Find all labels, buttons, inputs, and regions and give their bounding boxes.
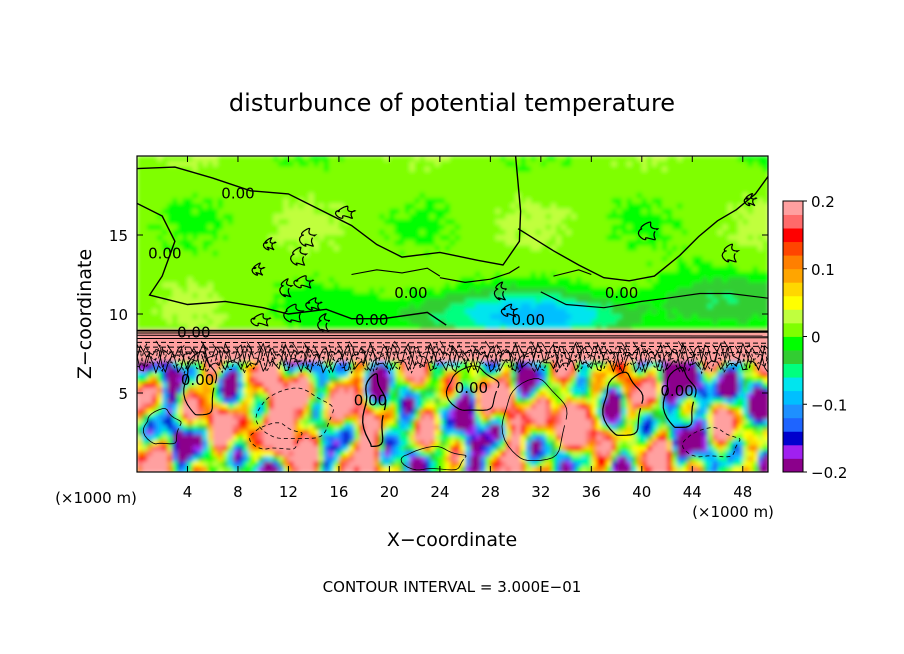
colorbar-segment bbox=[783, 363, 803, 378]
x-axis-label: X−coordinate bbox=[387, 529, 517, 551]
chart-title: disturbunce of potential temperature bbox=[229, 89, 675, 117]
contour-label: 0.00 bbox=[455, 379, 488, 397]
x-tick-label: 4 bbox=[183, 483, 193, 501]
contour-label: 0.00 bbox=[511, 311, 544, 329]
plot-area: 0.00 0.00 0.00 0.00 0.00 0.00 0.00 0.00 0.00 0.00… bbox=[137, 156, 768, 472]
colorbar-segment bbox=[783, 255, 803, 270]
colorbar-segment bbox=[783, 309, 803, 324]
colorbar-segment bbox=[783, 282, 803, 297]
colorbar-segment bbox=[783, 444, 803, 459]
colorbar-segment bbox=[783, 350, 803, 364]
contour-label: 0.00 bbox=[605, 284, 638, 302]
x-tick-label: 48 bbox=[733, 483, 752, 501]
colorbar-segment bbox=[783, 377, 803, 392]
colorbar-segment bbox=[783, 214, 803, 229]
contour-label: 0.00 bbox=[221, 185, 254, 203]
contour-label: 0.00 bbox=[355, 311, 388, 329]
colorbar-tick-label: −0.2 bbox=[811, 464, 847, 482]
x-tick-label: 16 bbox=[329, 483, 348, 501]
contour-label: 0.00 bbox=[354, 392, 387, 410]
colorbar-segment bbox=[783, 322, 803, 337]
colorbar-segment bbox=[783, 431, 803, 446]
potential-temperature-field bbox=[137, 156, 768, 472]
contour-label: 0.00 bbox=[394, 284, 427, 302]
x-tick-label: 28 bbox=[481, 483, 500, 501]
y-tick-label: 10 bbox=[109, 306, 128, 324]
contour-labels: 0.00 0.00 0.00 0.00 0.00 0.00 0.00 0.00 0.00 0.00… bbox=[148, 185, 694, 410]
colorbar-segment bbox=[783, 390, 803, 405]
contour-label: 0.00 bbox=[148, 245, 181, 263]
colorbar-segment bbox=[783, 295, 803, 310]
x-tick-label: 12 bbox=[279, 483, 298, 501]
colorbar-segment bbox=[783, 404, 803, 419]
x-tick-label: 36 bbox=[582, 483, 601, 501]
colorbar-segment bbox=[783, 228, 803, 243]
x-tick-label: 8 bbox=[233, 483, 243, 501]
y-axis-label: Z−coordinate bbox=[74, 249, 96, 379]
x-unit-label-left: (×1000 m) bbox=[55, 489, 137, 507]
colorbar-segment bbox=[783, 201, 803, 215]
x-tick-label: 32 bbox=[531, 483, 550, 501]
colorbar-tick-label: 0 bbox=[811, 329, 821, 347]
x-tick-label: 40 bbox=[632, 483, 651, 501]
x-unit-label-right: (×1000 m) bbox=[692, 503, 774, 521]
colorbar-tick-label: 0.2 bbox=[811, 193, 835, 211]
y-tick-label: 5 bbox=[118, 385, 128, 403]
colorbar-segment bbox=[783, 458, 803, 473]
x-tick-label: 24 bbox=[430, 483, 449, 501]
colorbar-segment bbox=[783, 417, 803, 432]
contour-label: 0.00 bbox=[660, 382, 693, 400]
x-tick-label: 44 bbox=[683, 483, 702, 501]
y-axis: 5 10 15 bbox=[109, 227, 768, 403]
colorbar-segment bbox=[783, 241, 803, 256]
contour-label: 0.00 bbox=[177, 324, 210, 342]
colorbar-tick-label: 0.1 bbox=[811, 261, 835, 279]
y-tick-label: 15 bbox=[109, 227, 128, 245]
colorbar-segment bbox=[783, 268, 803, 283]
x-tick-label: 20 bbox=[380, 483, 399, 501]
contour-label: 0.00 bbox=[181, 371, 214, 389]
colorbar-segment bbox=[783, 336, 803, 351]
colorbar-tick-label: −0.1 bbox=[811, 396, 847, 414]
x-axis: 4 8 12 16 20 24 28 32 36 40 44 48 bbox=[183, 156, 752, 501]
colorbar: 0.2 0.1 0 −0.1 −0.2 bbox=[782, 193, 847, 482]
contour-lines bbox=[137, 156, 768, 471]
contour-interval-note: CONTOUR INTERVAL = 3.000E−01 bbox=[323, 578, 582, 596]
